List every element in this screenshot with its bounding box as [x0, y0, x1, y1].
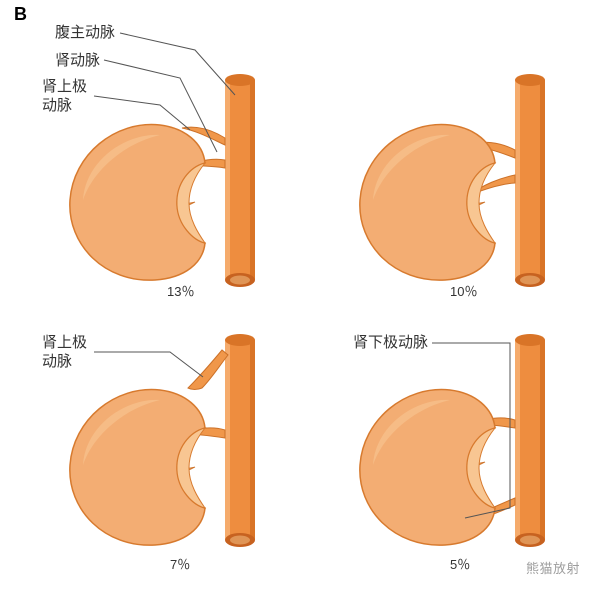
label-upper-pole-artery: 肾上极 动脉 — [42, 78, 87, 116]
label-abdominal-aorta: 腹主动脉 — [55, 24, 115, 43]
kidney — [70, 390, 205, 546]
aorta — [225, 74, 255, 287]
aorta — [515, 74, 545, 287]
figure-letter: B — [14, 4, 27, 25]
percent-5: 5％ — [450, 554, 470, 573]
anatomy-figure — [0, 0, 600, 591]
percent-7: 7％ — [170, 554, 190, 573]
panel-top-left — [70, 33, 255, 287]
aorta — [515, 334, 545, 547]
label-renal-artery: 肾动脉 — [55, 52, 100, 71]
label-lower-pole-artery: 肾下极动脉 — [353, 334, 428, 353]
leader-line — [94, 352, 203, 377]
panel-bottom-right — [360, 334, 545, 547]
kidney — [360, 390, 495, 546]
panel-top-right — [360, 74, 545, 287]
kidney — [360, 125, 495, 281]
percent-10: 10％ — [450, 281, 477, 300]
percent-13: 13％ — [167, 281, 194, 300]
kidney — [70, 125, 205, 281]
panel-bottom-left — [70, 334, 255, 547]
leader-line — [120, 33, 235, 95]
aorta — [225, 334, 255, 547]
label-upper-pole-artery-2: 肾上极 动脉 — [42, 334, 87, 372]
watermark: 熊猫放射 — [526, 558, 580, 577]
